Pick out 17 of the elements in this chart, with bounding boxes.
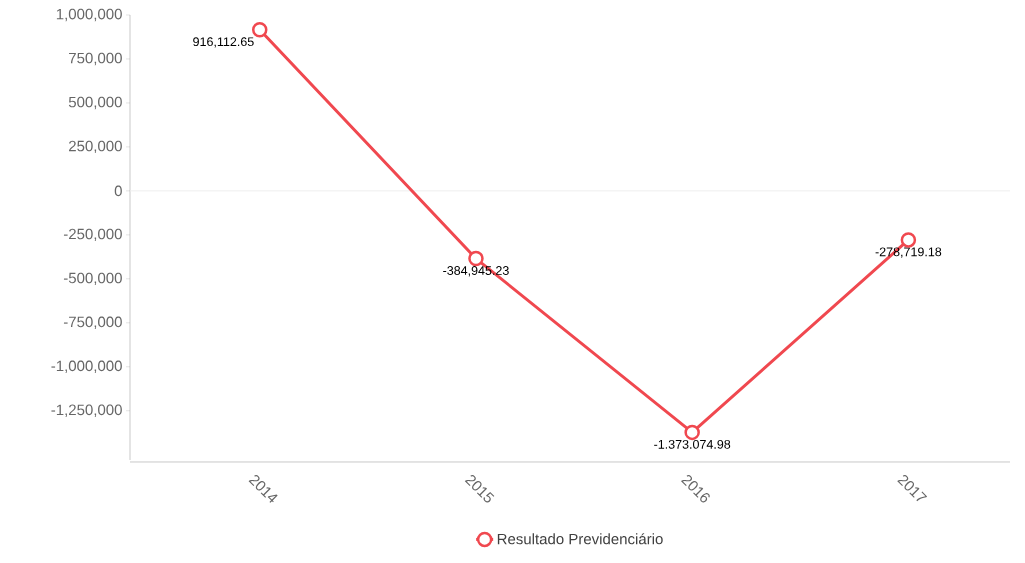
legend-label: Resultado Previdenciário [497, 533, 663, 545]
y-tick-label: -500,000 [63, 272, 122, 286]
y-tick-label: 750,000 [69, 52, 122, 66]
y-tick-label: 0 [114, 185, 122, 197]
point [468, 250, 484, 267]
y-tick-label: 250,000 [69, 140, 122, 154]
y-tick-label: 1,000,000 [56, 8, 122, 22]
y-tick-label: -250,000 [63, 228, 122, 242]
data-label: 916,112.65 [193, 37, 254, 48]
y-tick-label: -1,250,000 [51, 404, 122, 417]
point [251, 21, 268, 38]
y-tick-label: -1,000,000 [51, 360, 122, 373]
y-tick-label: 500,000 [68, 96, 122, 110]
point [900, 232, 917, 248]
point [684, 424, 700, 441]
y-tick-label: -750,000 [63, 316, 122, 329]
data-label: -1.373.074.98 [654, 439, 731, 449]
